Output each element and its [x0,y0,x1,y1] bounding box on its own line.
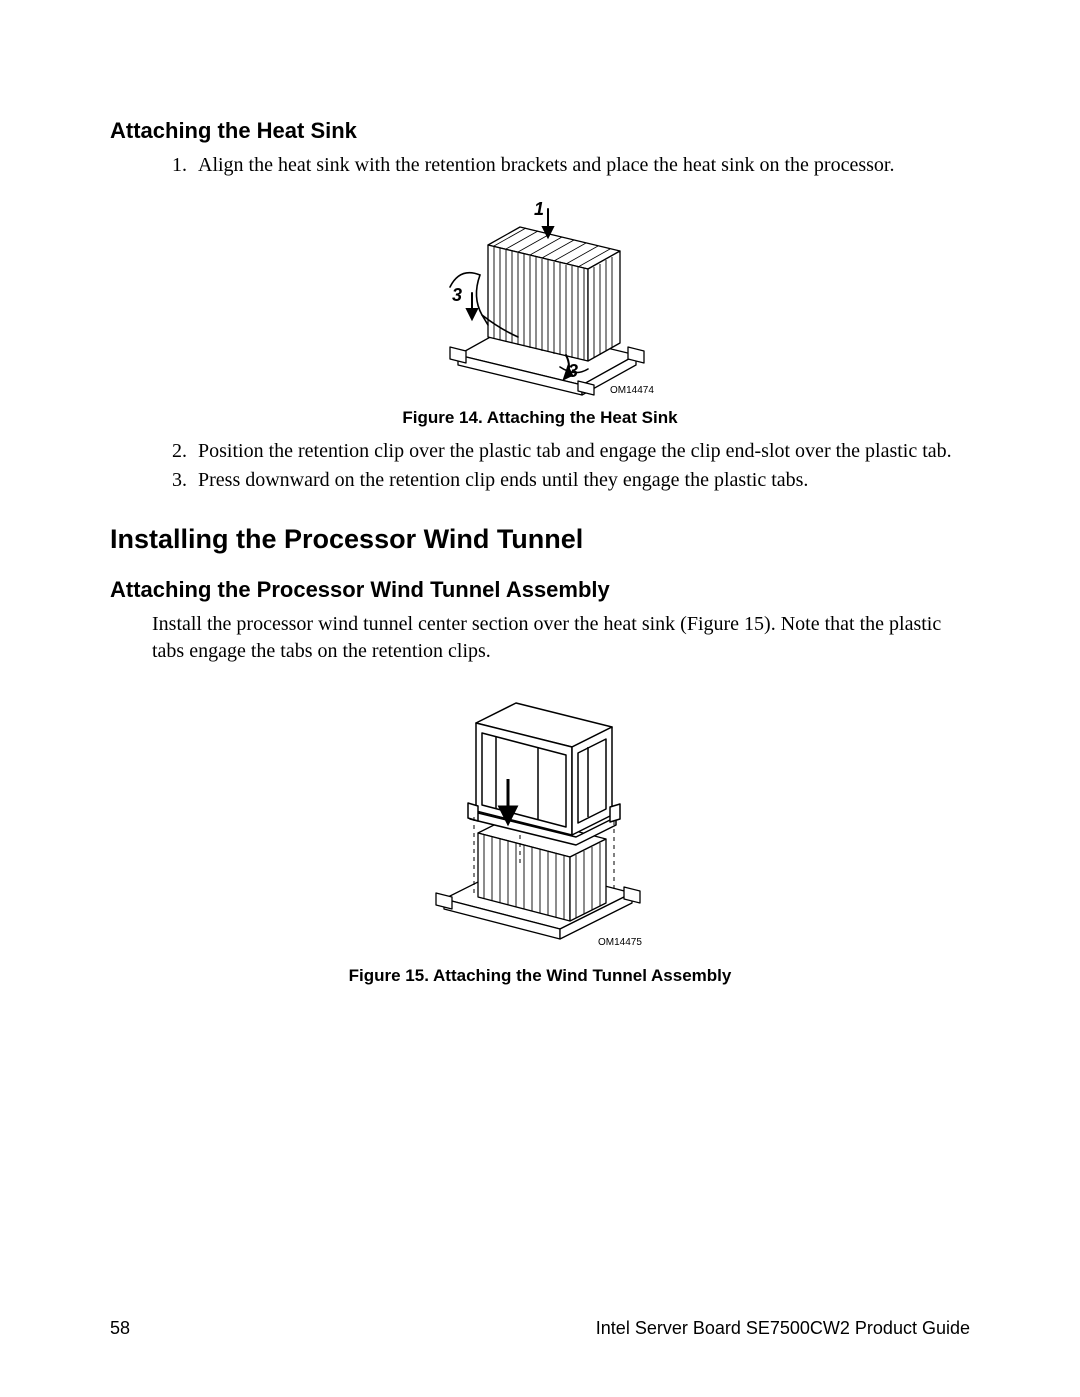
page-number: 58 [110,1318,130,1339]
step-2: Position the retention clip over the pla… [192,438,970,465]
heading-attach-heatsink: Attaching the Heat Sink [110,118,970,144]
figure-15-wrap: OM14475 [110,683,970,960]
wind-tunnel-body: Install the processor wind tunnel center… [110,611,970,665]
heatsink-steps-b: Position the retention clip over the pla… [110,438,970,494]
callout-3b: 3 [568,361,578,381]
step-3: Press downward on the retention clip end… [192,467,970,494]
figure-14-wrap: 1 3 3 OM14474 [110,197,970,402]
figure-14-heatsink-diagram: 1 3 3 OM14474 [410,197,670,397]
page-footer: 58 Intel Server Board SE7500CW2 Product … [110,1318,970,1339]
figure-14-caption: Figure 14. Attaching the Heat Sink [110,408,970,428]
heatsink-steps-a: Align the heat sink with the retention b… [110,152,970,179]
callout-3a: 3 [452,285,462,305]
step-1: Align the heat sink with the retention b… [192,152,970,179]
heading-attach-wind-tunnel-assembly: Attaching the Processor Wind Tunnel Asse… [110,577,970,603]
page: Attaching the Heat Sink Align the heat s… [0,0,1080,1397]
heading-install-wind-tunnel: Installing the Processor Wind Tunnel [110,524,970,555]
figure-15-code: OM14475 [598,937,642,948]
figure-15-wind-tunnel-diagram: OM14475 [420,683,660,955]
footer-title: Intel Server Board SE7500CW2 Product Gui… [596,1318,970,1339]
figure-15-caption: Figure 15. Attaching the Wind Tunnel Ass… [110,966,970,986]
callout-1: 1 [534,199,544,219]
figure-14-code: OM14474 [610,385,654,396]
